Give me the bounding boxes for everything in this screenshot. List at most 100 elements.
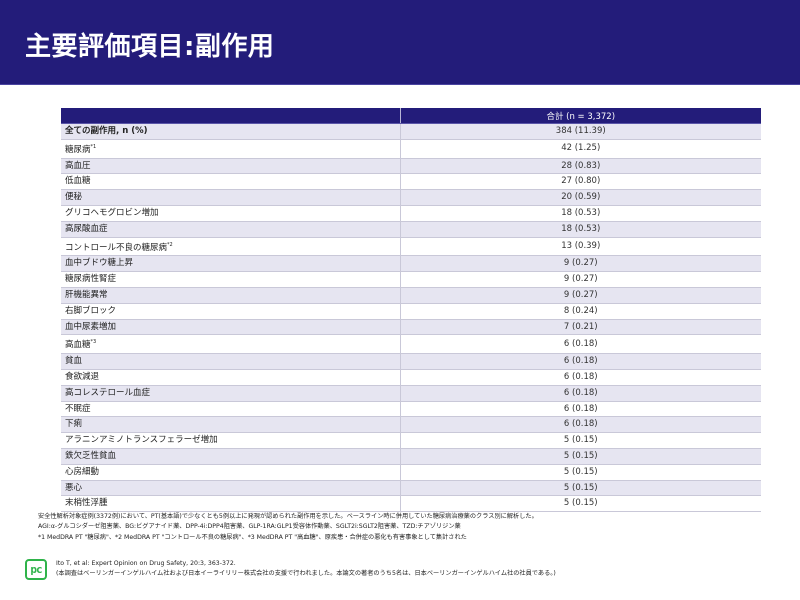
row-label-text: 低血糖 xyxy=(65,176,91,187)
row-value: 7 (0.21) xyxy=(400,319,761,336)
row-label-text: 糖尿病性腎症 xyxy=(65,274,117,285)
table-row: 末梢性浮腫 5 (0.15) xyxy=(61,495,761,513)
row-label-text: 悪心 xyxy=(65,482,83,493)
row-label-text: 高尿酸血症 xyxy=(65,223,108,234)
row-label: 貧血 xyxy=(61,353,401,370)
row-value: 20 (0.59) xyxy=(400,189,761,206)
row-label: 高血糖*3 xyxy=(61,334,401,355)
row-label: アラニンアミノトランスフェラーゼ増加 xyxy=(61,432,401,449)
table-row: コントロール不良の糖尿病*2 13 (0.39) xyxy=(61,237,761,257)
row-label-text: コントロール不良の糖尿病 xyxy=(65,242,168,253)
table-row: 悪心 5 (0.15) xyxy=(61,480,761,497)
table-row: 高血圧 28 (0.83) xyxy=(61,158,761,175)
row-label: 鉄欠乏性貧血 xyxy=(61,448,401,465)
row-label-text: アラニンアミノトランスフェラーゼ増加 xyxy=(65,435,218,446)
column-header-item xyxy=(61,108,401,124)
row-value: 5 (0.15) xyxy=(400,464,761,481)
table-row: 心房細動 5 (0.15) xyxy=(61,464,761,481)
table-row: 低血糖 27 (0.80) xyxy=(61,173,761,191)
table-row: 糖尿病*1 42 (1.25) xyxy=(61,139,761,159)
row-label: 低血糖 xyxy=(61,173,401,191)
row-value: 6 (0.18) xyxy=(400,401,761,418)
row-label: 下痢 xyxy=(61,416,401,434)
row-value: 6 (0.18) xyxy=(400,369,761,386)
adverse-reactions-table: 合計 (n = 3,372) 全ての副作用, n (%) 384 (11.39) 糖… xyxy=(61,108,761,513)
row-value: 42 (1.25) xyxy=(400,139,761,159)
row-value: 9 (0.27) xyxy=(400,255,761,273)
row-label-text: 高血圧 xyxy=(65,160,91,171)
row-label: 糖尿病*1 xyxy=(61,139,401,159)
row-value: 27 (0.80) xyxy=(400,173,761,191)
row-value: 5 (0.15) xyxy=(400,432,761,449)
row-value: 5 (0.15) xyxy=(400,495,761,513)
table-row: 貧血 6 (0.18) xyxy=(61,353,761,370)
table-header-row: 合計 (n = 3,372) xyxy=(61,108,761,124)
table-row: 血中尿素増加 7 (0.21) xyxy=(61,319,761,336)
row-label-text: 全ての副作用, n (%) xyxy=(65,126,148,136)
row-label-text: グリコヘモグロビン増加 xyxy=(65,207,159,218)
row-value: 18 (0.53) xyxy=(400,205,761,222)
row-value: 13 (0.39) xyxy=(400,237,761,257)
row-label-text: 肝機能異常 xyxy=(65,289,108,300)
table-row: アラニンアミノトランスフェラーゼ増加 5 (0.15) xyxy=(61,432,761,449)
row-value: 9 (0.27) xyxy=(400,287,761,304)
row-label: グリコヘモグロビン増加 xyxy=(61,205,401,222)
table-row: 高尿酸血症 18 (0.53) xyxy=(61,221,761,238)
row-label: 肝機能異常 xyxy=(61,287,401,304)
row-label: 高血圧 xyxy=(61,158,401,175)
citation: Ito T, et al: Expert Opinion on Drug Saf… xyxy=(56,559,556,579)
table-row: 高血糖*3 6 (0.18) xyxy=(61,334,761,355)
row-label: 全ての副作用, n (%) xyxy=(61,123,401,140)
table-row: グリコヘモグロビン増加 18 (0.53) xyxy=(61,205,761,222)
row-label-text: 不眠症 xyxy=(65,403,91,414)
table-row: 血中ブドウ糖上昇 9 (0.27) xyxy=(61,255,761,273)
footnotes: 安全性解析対象症例(3372例)において、PT(基本語)で少なくとも5例以上に発… xyxy=(38,512,538,543)
pc-logo-icon: pc xyxy=(25,559,47,580)
row-label-text: 血中ブドウ糖上昇 xyxy=(65,258,134,269)
row-label-text: 右脚ブロック xyxy=(65,305,117,316)
row-label-text: 高コレステロール血症 xyxy=(65,387,151,398)
table-row: 下痢 6 (0.18) xyxy=(61,416,761,434)
row-value: 6 (0.18) xyxy=(400,334,761,355)
citation-note: (本調査はベーリンガーインゲルハイム社および日本イーライリリー株式会社の支援で行… xyxy=(56,570,556,577)
row-label: 右脚ブロック xyxy=(61,303,401,320)
table-row: 肝機能異常 9 (0.27) xyxy=(61,287,761,304)
table-row: 便秘 20 (0.59) xyxy=(61,189,761,206)
row-value: 384 (11.39) xyxy=(400,123,761,140)
row-value: 8 (0.24) xyxy=(400,303,761,320)
row-value: 6 (0.18) xyxy=(400,385,761,402)
row-value: 9 (0.27) xyxy=(400,271,761,288)
footnote-marker: *1 xyxy=(90,143,97,150)
row-label-text: 食欲減退 xyxy=(65,371,100,382)
row-label-text: 高血糖 xyxy=(65,340,91,351)
row-label: 糖尿病性腎症 xyxy=(61,271,401,288)
footnote-line: *1 MedDRA PT "糖尿病"、*2 MedDRA PT "コントロール不… xyxy=(38,533,467,541)
row-label: 高尿酸血症 xyxy=(61,221,401,238)
row-label-text: 下痢 xyxy=(65,419,83,430)
table-row: 右脚ブロック 8 (0.24) xyxy=(61,303,761,320)
row-label: 血中尿素増加 xyxy=(61,319,401,336)
row-label: 末梢性浮腫 xyxy=(61,495,401,513)
footnote-line: AGI:α-グルコシダーゼ阻害薬、BG:ビグアナイド薬、DPP-4i:DPP4阻… xyxy=(38,523,461,531)
row-label-text: 便秘 xyxy=(65,192,83,203)
table-row: 糖尿病性腎症 9 (0.27) xyxy=(61,271,761,288)
table-row: 高コレステロール血症 6 (0.18) xyxy=(61,385,761,402)
page-title: 主要評価項目:副作用 xyxy=(25,32,275,62)
row-value: 28 (0.83) xyxy=(400,158,761,175)
row-label-text: 貧血 xyxy=(65,356,83,367)
row-label-text: 血中尿素増加 xyxy=(65,321,117,332)
row-label: 便秘 xyxy=(61,189,401,206)
row-label: 血中ブドウ糖上昇 xyxy=(61,255,401,273)
footnote-line: 安全性解析対象症例(3372例)において、PT(基本語)で少なくとも5例以上に発… xyxy=(38,513,538,520)
row-label-text: 糖尿病 xyxy=(65,144,91,155)
footnote-marker: *2 xyxy=(167,241,173,248)
row-value: 5 (0.15) xyxy=(400,448,761,465)
row-label-text: 鉄欠乏性貧血 xyxy=(65,450,117,461)
row-label: 高コレステロール血症 xyxy=(61,385,401,402)
title-banner: 主要評価項目:副作用 xyxy=(0,0,800,85)
row-label-text: 末梢性浮腫 xyxy=(65,498,108,509)
row-value: 6 (0.18) xyxy=(400,353,761,370)
table-row: 不眠症 6 (0.18) xyxy=(61,401,761,418)
footnote-marker: *3 xyxy=(90,339,97,346)
table-row: 鉄欠乏性貧血 5 (0.15) xyxy=(61,448,761,465)
